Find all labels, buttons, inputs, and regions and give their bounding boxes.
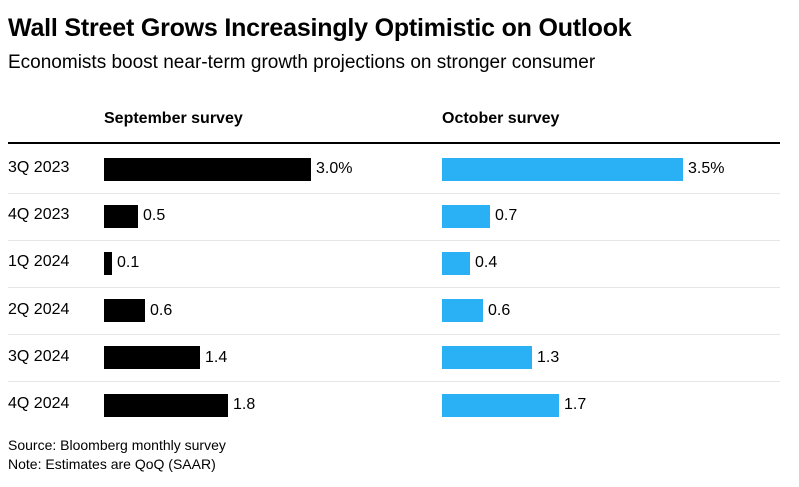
- bar-september: [104, 251, 112, 275]
- bar-september: [104, 299, 145, 323]
- bar-october: [442, 251, 470, 275]
- row-separator: [8, 381, 780, 383]
- bar-september: [104, 393, 228, 417]
- row-separator: [8, 287, 780, 288]
- bar-september: [104, 157, 311, 181]
- bar-october: [442, 157, 683, 181]
- category-label: 1Q 2024: [8, 253, 70, 271]
- bar-october: [442, 204, 490, 228]
- bar-october: [442, 393, 559, 417]
- bar-september: [104, 346, 200, 370]
- chart-title: Wall Street Grows Increasingly Optimisti…: [8, 14, 632, 42]
- row-separator: [8, 192, 780, 194]
- category-label: 2Q 2024: [8, 300, 70, 318]
- category-label: 3Q 2023: [8, 159, 70, 176]
- bar-october: [442, 346, 532, 370]
- row-separator: [8, 334, 780, 336]
- data-label: 1.7: [564, 396, 587, 413]
- data-label: 0.7: [495, 207, 518, 225]
- data-label: 0.6: [488, 301, 511, 319]
- data-label: 0.1: [117, 254, 140, 272]
- data-label: 3.5%: [688, 160, 725, 177]
- bar-october: [442, 299, 483, 323]
- data-label: 0.5: [143, 207, 166, 225]
- panel-header-september: September survey: [104, 110, 243, 127]
- source-note: Source: Bloomberg monthly survey: [8, 437, 226, 453]
- row-separator: [8, 239, 780, 241]
- chart-subtitle: Economists boost near-term growth projec…: [8, 52, 596, 73]
- panel-header-october: October survey: [442, 110, 560, 127]
- data-label: 0.4: [475, 254, 498, 272]
- data-label: 1.8: [233, 396, 256, 413]
- data-label: 1.3: [537, 348, 560, 366]
- header-rule: [8, 142, 780, 144]
- data-label: 1.4: [205, 348, 228, 366]
- category-label: 4Q 2023: [8, 206, 70, 224]
- category-label: 3Q 2024: [8, 347, 70, 365]
- data-label: 0.6: [150, 301, 173, 319]
- estimate-note: Note: Estimates are QoQ (SAAR): [8, 456, 216, 472]
- bar-september: [104, 204, 138, 228]
- data-label: 3.0%: [316, 160, 353, 177]
- category-label: 4Q 2024: [8, 395, 70, 412]
